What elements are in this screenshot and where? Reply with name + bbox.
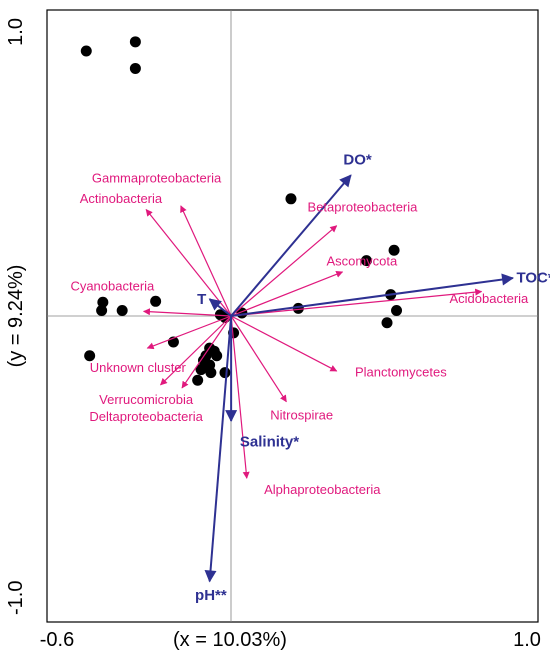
species-arrow-deltaproteobacteria [181,315,232,389]
sample-point [116,304,128,316]
sample-point [96,304,108,316]
species-arrow-actinobacteria [145,208,232,317]
sample-point [195,364,207,376]
sample-point [204,359,216,371]
sample-point [214,309,226,321]
env-label-salinity: Salinity* [240,433,299,450]
species-label-betaproteobacteria: Betaproteobacteria [308,200,419,215]
species-label-nitrospirae: Nitrospirae [270,407,333,422]
sample-points [80,36,403,386]
sample-point [211,350,223,362]
species-label-alphaproteobacteria: Alphaproteobacteria [264,482,381,497]
env-arrow-t [208,298,232,317]
x-tick-max: 1.0 [513,629,541,651]
sample-point [84,350,96,362]
species-arrow-alphaproteobacteria [230,315,250,479]
y-tick-max: 1.0 [5,18,27,46]
species-arrow-betaproteobacteria [230,225,338,317]
sample-point [381,317,393,329]
env-label-toc: TOC** [516,270,550,287]
species-arrow-gammaproteobacteria [180,205,232,317]
env-label-do: DO* [343,152,372,169]
env-arrow-do [230,174,352,317]
sample-point [285,193,297,205]
x-axis-title: (x = 10.03%) [173,629,287,651]
environmental-labels: DO* TOC** T Salinity* pH** [195,152,550,604]
sample-point [360,255,372,267]
sample-point [129,62,141,74]
species-arrow-ascomycota [230,270,344,317]
species-label-unknown-cluster: Unknown cluster [90,360,187,375]
species-arrow-planctomycetes [230,315,338,372]
sample-point [391,304,403,316]
species-arrow-cyanobacteria [142,308,232,317]
sample-point [80,45,92,57]
species-arrows [142,205,483,479]
species-arrow-nitrospirae [230,315,287,403]
sample-point [388,244,400,256]
species-label-planctomycetes: Planctomycetes [355,365,447,380]
sample-point [97,296,109,308]
env-arrow-ph [204,315,233,583]
sample-point [129,36,141,48]
species-arrow-unknown-cluster [146,315,232,350]
sample-point [219,367,231,379]
env-label-ph: pH** [195,587,227,604]
env-arrow-toc [230,273,515,317]
species-labels: Gammaproteobacteria Actinobacteria Betapro… [70,171,529,497]
species-label-verrucomicrobia: Verrucomicrobia [99,392,194,407]
y-axis-title: (y = 9.24%) [5,265,27,368]
sample-point [150,295,162,307]
species-label-deltaproteobacteria: Deltaproteobacteria [89,409,203,424]
sample-point [192,374,204,386]
species-arrow-acidobacteria [231,288,483,317]
species-label-cyanobacteria: Cyanobacteria [70,279,155,294]
species-label-gammaproteobacteria: Gammaproteobacteria [92,171,222,186]
species-label-acidobacteria: Acidobacteria [450,291,530,306]
species-arrow-verrucomicrobia [160,315,232,386]
environmental-arrows [204,174,515,583]
species-label-actinobacteria: Actinobacteria [80,191,163,206]
env-label-t: T [197,291,206,308]
species-label-ascomycota: Ascomycota [326,254,398,269]
y-tick-min: -1.0 [5,581,27,615]
x-tick-min: -0.6 [40,629,74,651]
